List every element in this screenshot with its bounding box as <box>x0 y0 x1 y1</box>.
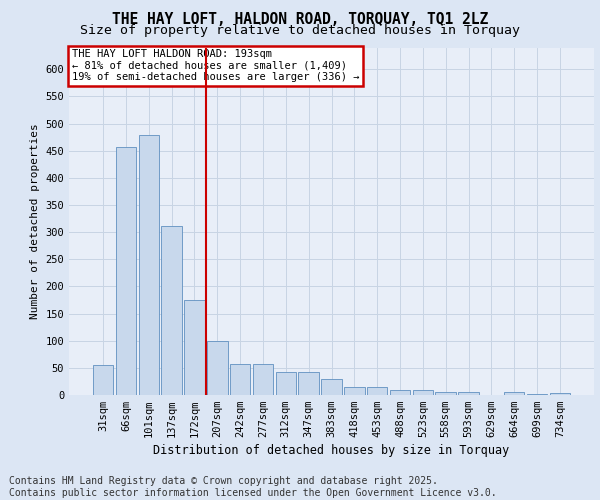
Bar <box>527 394 547 395</box>
Bar <box>367 388 388 395</box>
Bar <box>413 390 433 395</box>
Bar <box>207 340 227 395</box>
Text: THE HAY LOFT, HALDON ROAD, TORQUAY, TQ1 2LZ: THE HAY LOFT, HALDON ROAD, TORQUAY, TQ1 … <box>112 12 488 28</box>
Bar <box>161 226 182 395</box>
Bar <box>116 147 136 395</box>
Bar <box>298 372 319 395</box>
Bar <box>275 372 296 395</box>
Bar <box>93 365 113 395</box>
Text: Size of property relative to detached houses in Torquay: Size of property relative to detached ho… <box>80 24 520 37</box>
Bar <box>504 392 524 395</box>
X-axis label: Distribution of detached houses by size in Torquay: Distribution of detached houses by size … <box>154 444 509 458</box>
Y-axis label: Number of detached properties: Number of detached properties <box>30 124 40 319</box>
Bar <box>458 392 479 395</box>
Bar <box>184 300 205 395</box>
Bar <box>390 390 410 395</box>
Bar <box>321 378 342 395</box>
Bar <box>139 136 159 395</box>
Bar <box>253 364 273 395</box>
Text: Contains HM Land Registry data © Crown copyright and database right 2025.
Contai: Contains HM Land Registry data © Crown c… <box>9 476 497 498</box>
Bar <box>550 393 570 395</box>
Text: THE HAY LOFT HALDON ROAD: 193sqm
← 81% of detached houses are smaller (1,409)
19: THE HAY LOFT HALDON ROAD: 193sqm ← 81% o… <box>71 49 359 82</box>
Bar <box>344 388 365 395</box>
Bar <box>230 364 250 395</box>
Bar <box>436 392 456 395</box>
